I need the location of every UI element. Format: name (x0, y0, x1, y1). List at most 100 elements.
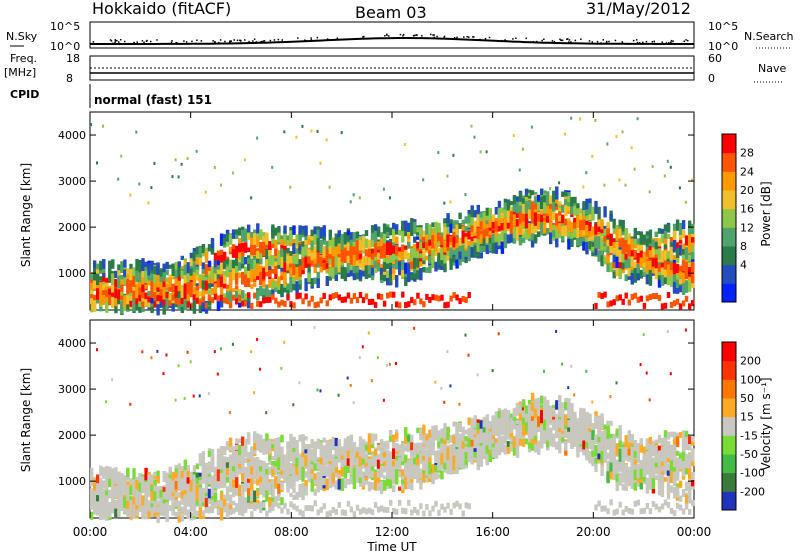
echo-cell (370, 437, 375, 443)
echo-cell (624, 183, 627, 187)
echo-cell (654, 248, 659, 255)
echo-cell (225, 298, 230, 305)
echo-cell (319, 389, 322, 393)
echo-cell (663, 277, 668, 285)
echo-cell (277, 491, 281, 502)
echo-cell (666, 252, 671, 258)
echo-cell (518, 191, 523, 202)
echo-cell (564, 205, 568, 216)
echo-cell (461, 245, 465, 253)
echo-cell (573, 205, 577, 216)
echo-cell (225, 466, 230, 476)
echo-cell (222, 297, 227, 304)
echo-cell (201, 267, 206, 274)
echo-cell (597, 223, 601, 233)
echo-cell (201, 262, 206, 269)
echo-cell (244, 484, 248, 492)
echo-cell (552, 202, 556, 212)
echo-cell (277, 253, 281, 265)
echo-cell (189, 285, 194, 298)
echo-cell (657, 275, 662, 281)
echo-cell (319, 260, 323, 267)
echo-cell (627, 233, 631, 245)
echo-cell (612, 242, 616, 249)
echo-cell (691, 271, 695, 284)
nsky-dot (668, 42, 670, 44)
echo-cell (126, 304, 130, 310)
echo-cell (180, 497, 184, 505)
echo-cell (319, 243, 323, 254)
echo-cell (271, 255, 275, 266)
echo-cell (540, 224, 544, 229)
echo-cell (150, 503, 154, 511)
echo-cell (96, 273, 100, 286)
echo-cell (428, 239, 432, 247)
echo-cell (464, 226, 468, 234)
nsky-dot (191, 40, 193, 43)
echo-cell (422, 230, 426, 237)
echo-cell (358, 451, 363, 463)
echo-cell (165, 261, 169, 270)
echo-cell (521, 198, 526, 205)
echo-cell (271, 243, 275, 248)
echo-cell (401, 220, 405, 230)
echo-cell (192, 394, 195, 398)
echo-cell (416, 268, 420, 280)
echo-cell (416, 427, 420, 434)
echo-cell (407, 499, 411, 506)
echo-cell (392, 264, 396, 269)
echo-cell (96, 501, 100, 509)
echo-cell (497, 200, 502, 212)
echo-cell (295, 248, 299, 254)
echo-cell (546, 227, 550, 235)
echo-cell (609, 233, 613, 246)
echo-cell (355, 297, 360, 304)
echo-cell (642, 257, 647, 265)
nsky-dot (261, 40, 263, 43)
echo-cell (594, 243, 598, 256)
echo-cell (437, 451, 441, 464)
echo-cell (313, 500, 317, 507)
echo-cell (177, 510, 181, 517)
echo-cell (219, 508, 224, 521)
echo-cell (135, 480, 139, 490)
echo-cell (322, 467, 326, 476)
echo-cell (361, 439, 366, 450)
echo-cell (105, 295, 109, 303)
echo-cell (195, 488, 200, 496)
echo-cell (431, 250, 435, 257)
echo-cell (319, 506, 323, 513)
echo-cell (241, 436, 245, 446)
echo-cell (159, 495, 163, 502)
echo-cell (410, 434, 414, 447)
echo-cell (621, 241, 625, 254)
echo-cell (500, 231, 505, 240)
echo-cell (114, 508, 118, 519)
echo-cell (328, 258, 332, 265)
echo-cell (256, 503, 260, 510)
echo-cell (138, 475, 142, 485)
echo-cell (177, 469, 181, 482)
echo-cell (389, 457, 393, 471)
echo-cell (274, 251, 278, 264)
echo-cell (135, 287, 139, 298)
echo-cell (413, 247, 417, 259)
nsky-dots (92, 33, 689, 45)
echo-cell (615, 264, 619, 273)
echo-cell (259, 229, 263, 240)
echo-cell (138, 274, 142, 283)
cpid-strip: CPID normal (fast) 151 (10, 84, 212, 108)
echo-cell (612, 299, 616, 306)
echo-cell (530, 228, 535, 241)
echo-cell (437, 509, 441, 516)
echo-cell (606, 239, 610, 247)
nsky-dot (683, 40, 685, 42)
echo-cell (174, 480, 178, 490)
echo-cell (313, 302, 317, 309)
echo-cell (132, 271, 136, 277)
echo-cell (376, 264, 381, 272)
echo-cell (216, 505, 221, 510)
echo-cell (313, 473, 317, 480)
echo-cell (99, 282, 103, 295)
echo-cell (464, 233, 468, 239)
